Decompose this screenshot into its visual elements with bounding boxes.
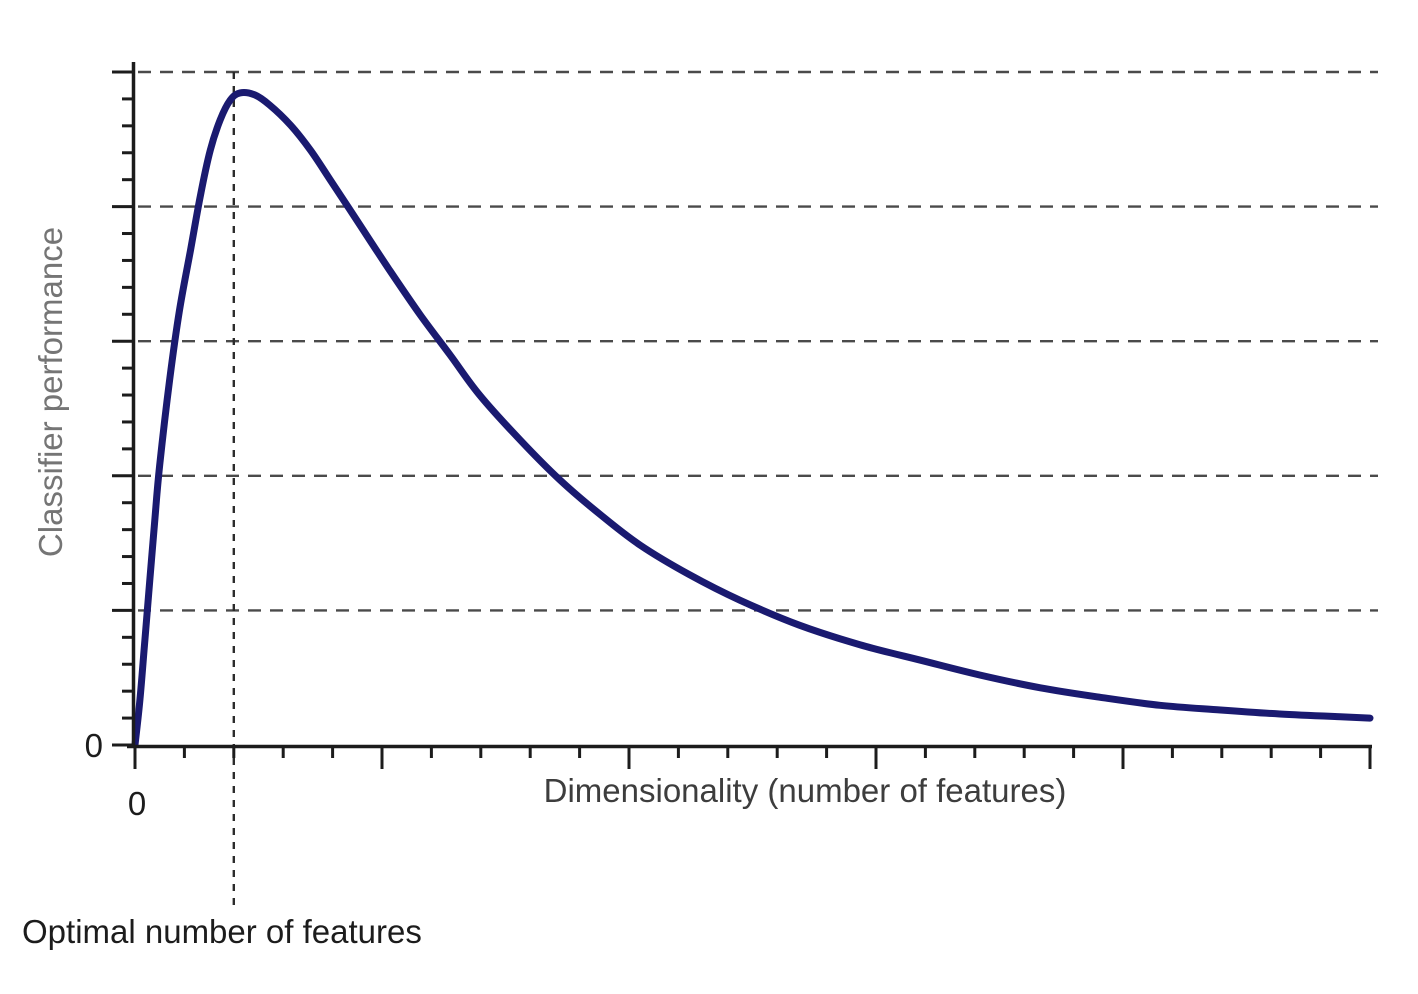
- y-axis-label: Classifier performance: [32, 227, 69, 557]
- classifier-performance-curve: [131, 89, 1374, 749]
- optimal-number-annotation: Optimal number of features: [22, 913, 422, 950]
- x-axis-label: Dimensionality (number of features): [544, 772, 1067, 809]
- x-origin-label: 0: [128, 785, 146, 822]
- y-origin-label: 0: [85, 727, 103, 764]
- curve-layer: [131, 89, 1374, 749]
- gridlines-layer: [138, 70, 1378, 612]
- axes-layer: [127, 62, 1372, 749]
- ticks-layer: [112, 70, 1372, 769]
